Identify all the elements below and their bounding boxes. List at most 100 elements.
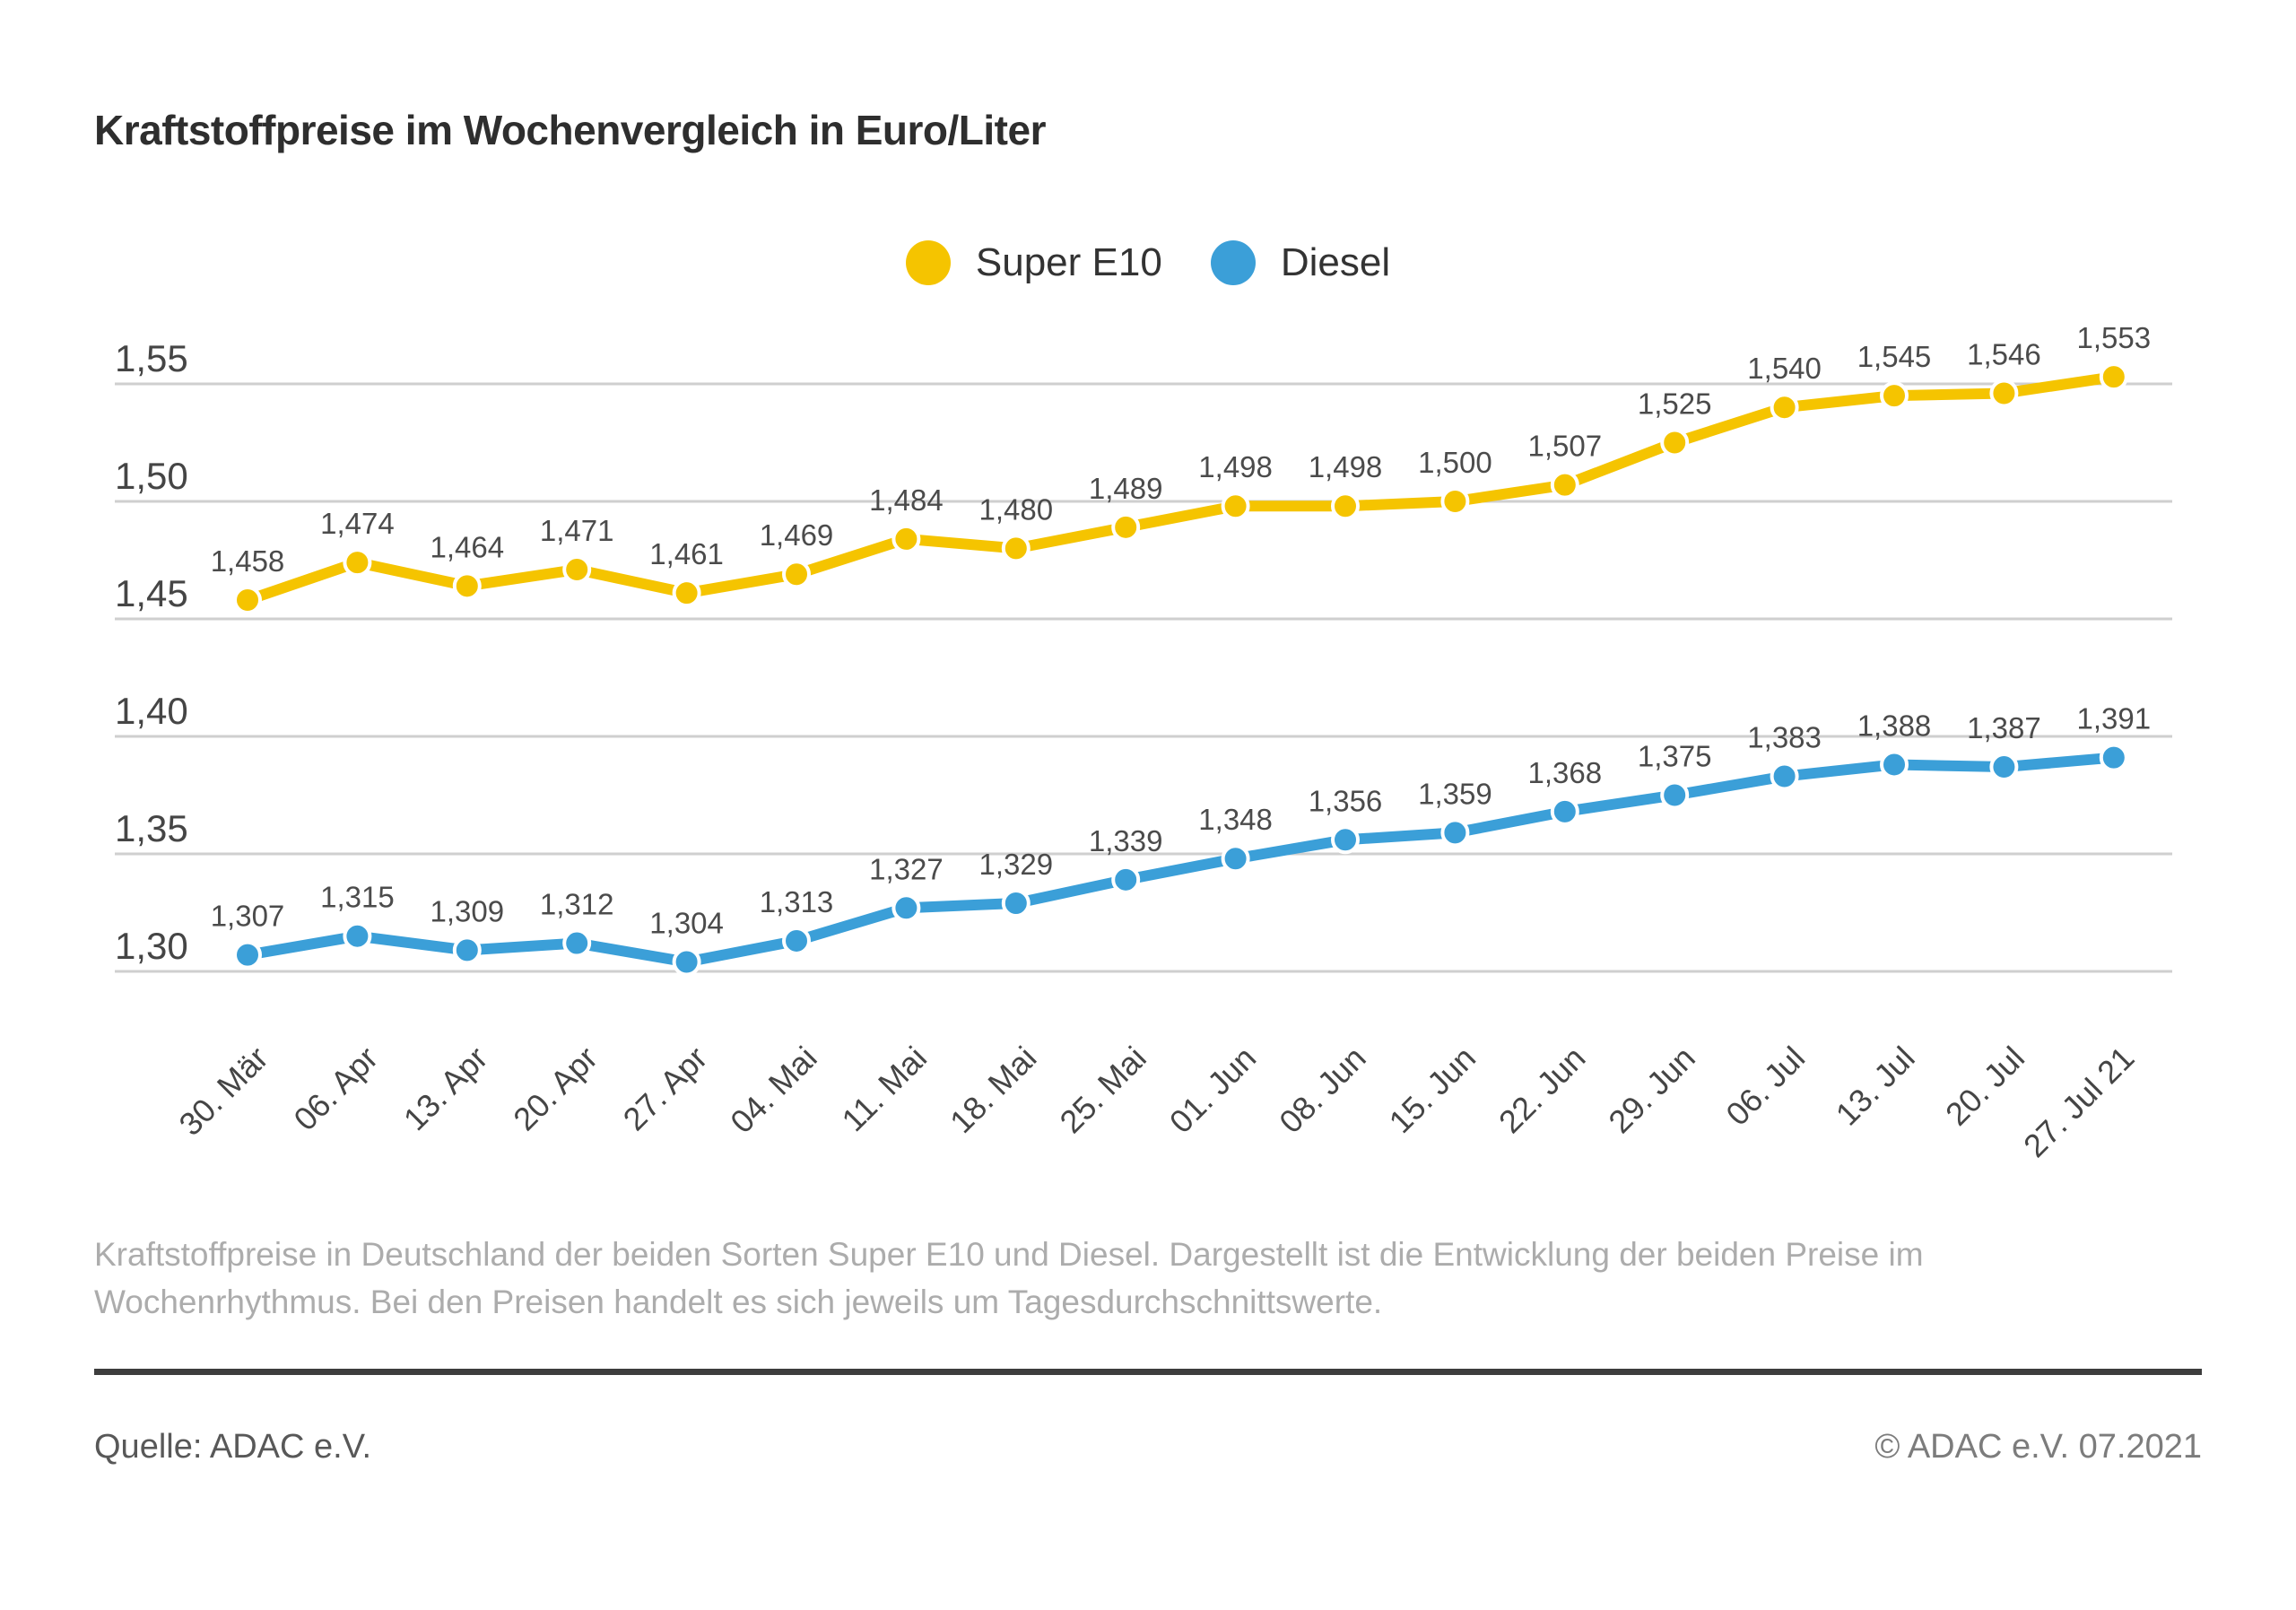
y-axis-tick-label: 1,45: [115, 572, 188, 614]
data-label-super-e10: 1,545: [1857, 340, 1932, 373]
data-point-super-e10: [1221, 492, 1250, 521]
legend-item-diesel: Diesel: [1210, 240, 1391, 285]
x-axis-tick-label: 30. Mär: [171, 1040, 274, 1143]
data-label-super-e10: 1,484: [869, 483, 944, 517]
data-label-diesel: 1,348: [1198, 803, 1273, 836]
data-label-diesel: 1,313: [760, 885, 834, 918]
copyright-text: © ADAC e.V. 07.2021: [1874, 1428, 2202, 1466]
series-line-super-e10: [242, 371, 2119, 606]
data-label-diesel: 1,315: [320, 881, 395, 914]
data-label-super-e10: 1,498: [1309, 450, 1383, 483]
footer-row: Quelle: ADAC e.V. © ADAC e.V. 07.2021: [94, 1428, 2202, 1466]
data-point-diesel: [1989, 753, 2019, 782]
data-point-super-e10: [343, 548, 372, 578]
data-point-super-e10: [891, 524, 921, 553]
data-label-diesel: 1,304: [649, 907, 724, 940]
data-point-diesel: [1880, 750, 1909, 779]
x-axis-tick-label: 01. Jun: [1162, 1040, 1263, 1140]
data-point-super-e10: [782, 560, 811, 589]
data-label-super-e10: 1,464: [430, 530, 505, 563]
legend-item-super-e10: Super E10: [905, 240, 1162, 285]
x-axis-tick-label: 08. Jun: [1272, 1040, 1372, 1140]
data-label-super-e10: 1,469: [760, 518, 834, 552]
legend-dot-super-e10: [905, 240, 951, 285]
data-point-diesel: [562, 928, 592, 958]
data-label-diesel: 1,312: [540, 888, 614, 921]
data-point-super-e10: [1001, 534, 1031, 563]
data-point-diesel: [343, 921, 372, 951]
data-label-diesel: 1,391: [2077, 702, 2152, 735]
data-point-diesel: [1111, 865, 1141, 894]
data-label-super-e10: 1,471: [540, 514, 614, 547]
x-axis-tick-label: 18. Mai: [943, 1040, 1043, 1140]
data-label-diesel: 1,329: [979, 848, 1054, 881]
chart-legend: Super E10 Diesel: [0, 240, 2296, 285]
data-point-super-e10: [452, 571, 482, 601]
x-axis-tick-label: 15. Jun: [1382, 1040, 1483, 1140]
data-label-super-e10: 1,540: [1747, 352, 1822, 385]
data-point-diesel: [1770, 761, 1799, 791]
data-point-diesel: [1440, 818, 1470, 848]
data-label-super-e10: 1,507: [1528, 430, 1603, 463]
data-label-diesel: 1,339: [1089, 824, 1163, 857]
data-label-super-e10: 1,489: [1089, 472, 1163, 505]
x-axis-tick-label: 06. Jul: [1718, 1040, 1812, 1133]
data-label-super-e10: 1,525: [1638, 387, 1712, 421]
data-point-super-e10: [1550, 470, 1579, 500]
data-label-diesel: 1,309: [430, 894, 505, 927]
data-label-super-e10: 1,553: [2077, 321, 2152, 354]
chart-description: Kraftstoffpreise in Deutschland der beid…: [94, 1231, 2067, 1326]
x-axis-tick-label: 22. Jun: [1492, 1040, 1592, 1140]
data-point-super-e10: [233, 586, 262, 615]
data-label-super-e10: 1,500: [1418, 446, 1492, 479]
series-line-diesel: [242, 752, 2119, 968]
data-label-diesel: 1,327: [869, 852, 944, 885]
data-label-diesel: 1,307: [211, 900, 285, 933]
data-point-diesel: [452, 936, 482, 965]
data-point-super-e10: [1660, 428, 1690, 457]
data-label-super-e10: 1,458: [211, 544, 285, 578]
data-label-super-e10: 1,546: [1967, 337, 2041, 370]
data-label-super-e10: 1,461: [649, 537, 724, 570]
y-axis-tick-label: 1,55: [115, 337, 188, 379]
x-axis-tick-label: 06. Apr: [286, 1040, 385, 1138]
data-point-diesel: [1331, 825, 1360, 855]
chart-description-line: Kraftstoffpreise in Deutschland der beid…: [94, 1236, 1924, 1273]
data-point-diesel: [891, 893, 921, 923]
data-label-diesel: 1,388: [1857, 709, 1932, 742]
data-label-diesel: 1,368: [1528, 756, 1603, 789]
data-point-diesel: [1550, 796, 1579, 826]
x-axis-tick-label: 04. Mai: [723, 1040, 823, 1140]
data-point-super-e10: [1989, 379, 2019, 408]
x-axis-tick-label: 11. Mai: [834, 1040, 934, 1139]
data-point-diesel: [2099, 743, 2128, 772]
y-axis-tick-label: 1,35: [115, 807, 188, 849]
data-label-diesel: 1,359: [1418, 777, 1492, 810]
chart-description-line: Wochenrhythmus. Bei den Preisen handelt …: [94, 1284, 1383, 1320]
data-label-super-e10: 1,474: [320, 507, 395, 540]
x-axis-tick-label: 20. Jul: [1938, 1040, 2031, 1133]
footer-divider: [94, 1369, 2202, 1375]
data-point-diesel: [672, 947, 701, 977]
legend-label: Diesel: [1280, 240, 1391, 284]
x-axis-tick-label: 13. Jul: [1829, 1040, 1922, 1133]
x-axis-tick-label: 13. Apr: [396, 1040, 495, 1138]
legend-label: Super E10: [975, 240, 1162, 284]
data-point-diesel: [1660, 780, 1690, 810]
y-axis-tick-label: 1,40: [115, 690, 188, 732]
data-point-diesel: [782, 926, 811, 955]
data-point-diesel: [1221, 844, 1250, 874]
source-text: Quelle: ADAC e.V.: [94, 1428, 372, 1466]
data-point-super-e10: [1111, 512, 1141, 542]
x-axis-tick-label: 20. Apr: [506, 1040, 604, 1138]
data-point-diesel: [1001, 889, 1031, 918]
data-label-diesel: 1,383: [1747, 721, 1822, 754]
data-label-diesel: 1,356: [1309, 784, 1383, 817]
x-axis-tick-label: 29. Jun: [1601, 1040, 1701, 1140]
data-label-super-e10: 1,480: [979, 492, 1054, 526]
x-axis-tick-label: 27. Jul 21: [2016, 1040, 2141, 1164]
data-point-super-e10: [672, 579, 701, 608]
legend-dot-diesel: [1210, 240, 1256, 285]
data-label-diesel: 1,375: [1638, 740, 1712, 773]
